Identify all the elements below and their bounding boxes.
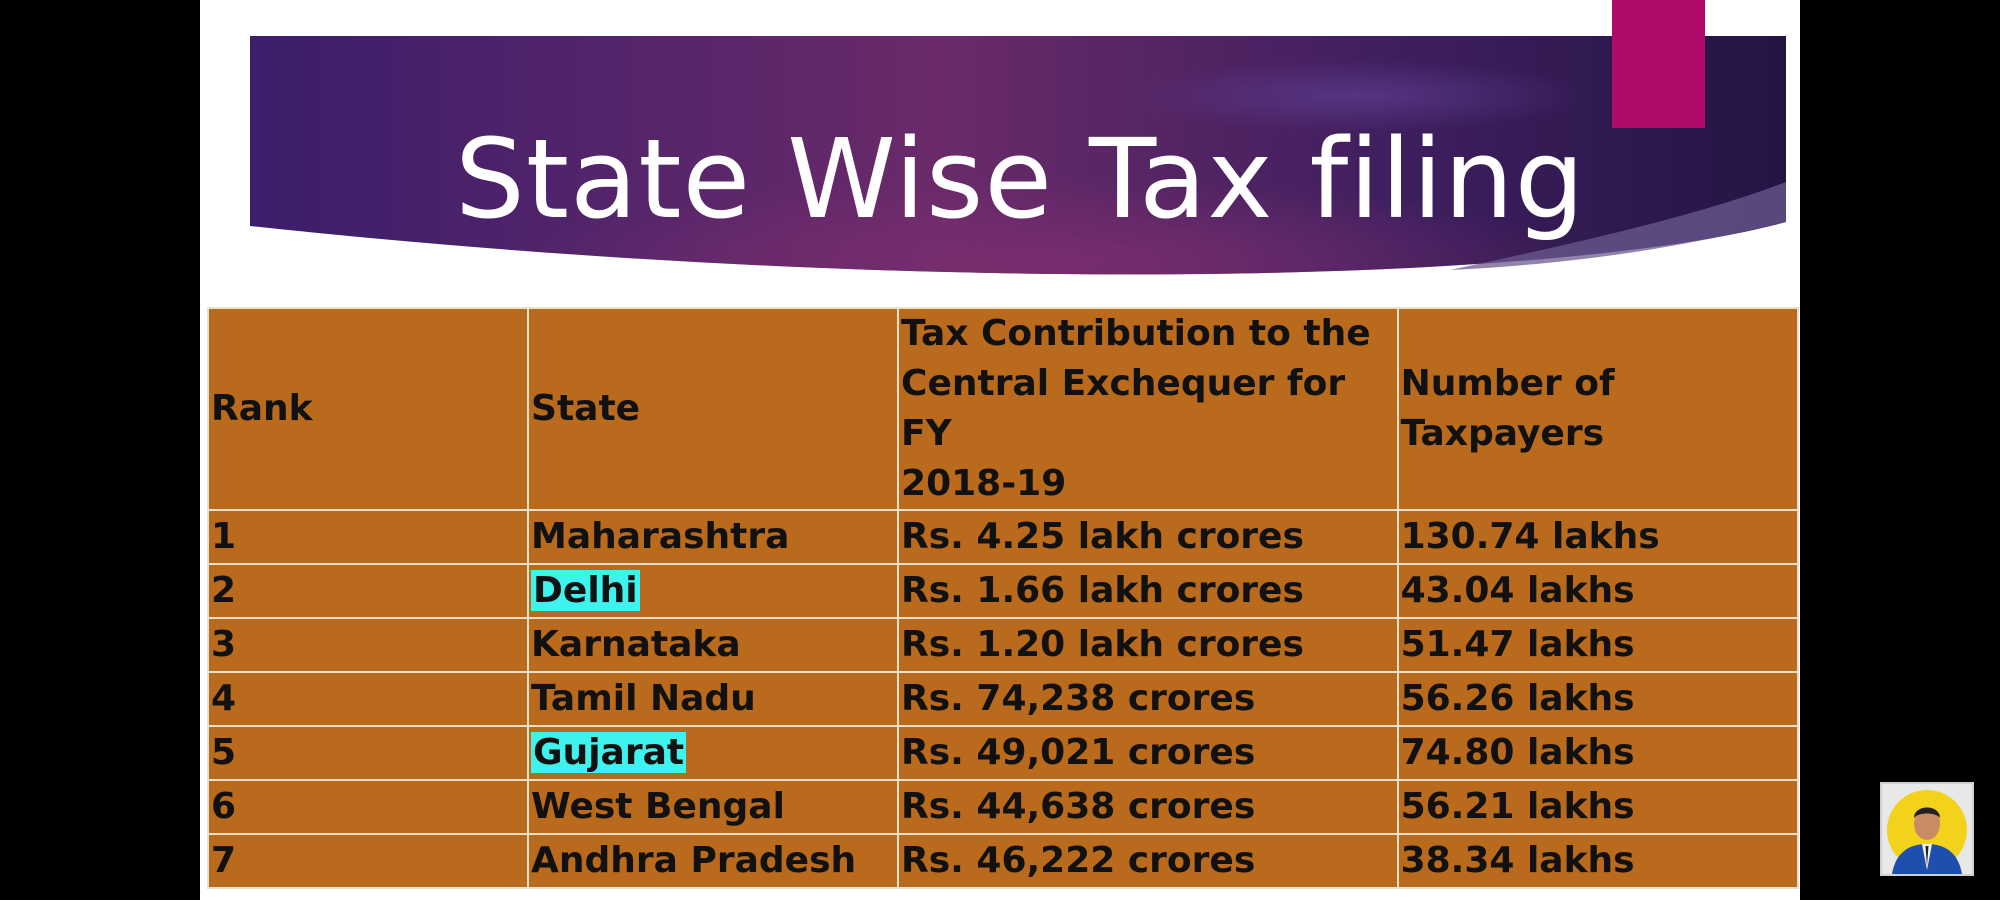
cell-taxpayers: 130.74 lakhs <box>1396 509 1800 565</box>
cell-tax: Rs. 1.66 lakh crores <box>897 563 1399 619</box>
cell-state: Tamil Nadu <box>527 671 900 727</box>
table-row: 2 Delhi Rs. 1.66 lakh crores 43.04 lakhs <box>206 563 1800 619</box>
cell-taxpayers: 38.34 lakhs <box>1396 833 1800 889</box>
table-header-row: Rank State Tax Contribution to the Centr… <box>206 307 1800 511</box>
cell-rank: 7 <box>206 833 530 889</box>
cell-taxpayers: 51.47 lakhs <box>1396 617 1800 673</box>
cell-rank: 5 <box>206 725 530 781</box>
cell-tax: Rs. 1.20 lakh crores <box>897 617 1399 673</box>
slide-title: State Wise Tax filing <box>455 115 1586 243</box>
table-row: 5 Gujarat Rs. 49,021 crores 74.80 lakhs <box>206 725 1800 781</box>
accent-block <box>1612 0 1705 128</box>
highlighted-state: Gujarat <box>531 732 687 773</box>
header-tax-line-2: Central Exchequer for FY <box>901 363 1346 454</box>
table-row: 6 West Bengal Rs. 44,638 crores 56.21 la… <box>206 779 1800 835</box>
cell-tax: Rs. 74,238 crores <box>897 671 1399 727</box>
banner-background <box>250 36 1786 275</box>
header-rank: Rank <box>206 307 530 511</box>
cell-tax: Rs. 49,021 crores <box>897 725 1399 781</box>
header-taxpayers-line-2: Taxpayers <box>1400 413 1605 454</box>
highlighted-state: Delhi <box>531 570 640 611</box>
title-banner: State Wise Tax filing <box>250 36 1786 280</box>
header-state: State <box>527 307 900 511</box>
cell-rank: 1 <box>206 509 530 565</box>
cell-tax: Rs. 44,638 crores <box>897 779 1399 835</box>
presenter-avatar-graphic <box>1887 790 1967 874</box>
tax-table: Rank State Tax Contribution to the Centr… <box>206 307 1800 889</box>
table-row: 1 Maharashtra Rs. 4.25 lakh crores 130.7… <box>206 509 1800 565</box>
cell-taxpayers: 56.21 lakhs <box>1396 779 1800 835</box>
cell-taxpayers: 56.26 lakhs <box>1396 671 1800 727</box>
table-row: 4 Tamil Nadu Rs. 74,238 crores 56.26 lak… <box>206 671 1800 727</box>
cell-state: West Bengal <box>527 779 900 835</box>
cell-tax: Rs. 4.25 lakh crores <box>897 509 1399 565</box>
table-row: 7 Andhra Pradesh Rs. 46,222 crores 38.34… <box>206 833 1800 889</box>
cell-state: Gujarat <box>527 725 900 781</box>
header-tax-line-1: Tax Contribution to the <box>901 313 1371 354</box>
header-tax-contribution: Tax Contribution to the Central Excheque… <box>897 307 1399 511</box>
cell-taxpayers: 74.80 lakhs <box>1396 725 1800 781</box>
cell-tax: Rs. 46,222 crores <box>897 833 1399 889</box>
cell-state: Karnataka <box>527 617 900 673</box>
presentation-slide: State Wise Tax filing Rank State Tax Con… <box>200 0 1800 900</box>
presenter-avatar-icon <box>1880 782 1974 876</box>
cell-rank: 3 <box>206 617 530 673</box>
cell-rank: 2 <box>206 563 530 619</box>
cell-state: Andhra Pradesh <box>527 833 900 889</box>
cell-state: Maharashtra <box>527 509 900 565</box>
table-row: 3 Karnataka Rs. 1.20 lakh crores 51.47 l… <box>206 617 1800 673</box>
cell-state: Delhi <box>527 563 900 619</box>
header-taxpayers-line-1: Number of <box>1400 363 1615 404</box>
cell-rank: 4 <box>206 671 530 727</box>
header-tax-line-3: 2018-19 <box>901 463 1067 504</box>
cell-taxpayers: 43.04 lakhs <box>1396 563 1800 619</box>
header-taxpayers: Number of Taxpayers <box>1396 307 1800 511</box>
cell-rank: 6 <box>206 779 530 835</box>
